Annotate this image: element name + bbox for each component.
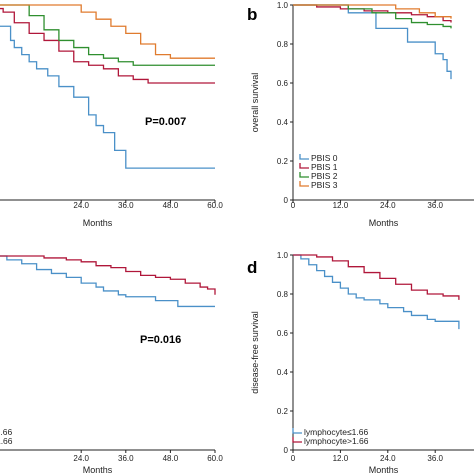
series-line--1-66 (0, 255, 216, 295)
y-axis-label: disease-free survival (250, 311, 260, 394)
x-axis-label: Months (83, 218, 113, 228)
legend-swatch (299, 163, 309, 169)
y-tick-label: 0.2 (277, 407, 289, 416)
series-line--1-66 (0, 255, 215, 308)
x-tick-label: 36.0 (118, 201, 134, 210)
y-axis-label: overall survival (250, 73, 260, 133)
x-tick-label: 24.0 (73, 454, 89, 463)
legend-swatch (292, 428, 302, 434)
y-tick-label: 0 (284, 196, 289, 205)
x-tick-label: 48.0 (163, 201, 179, 210)
p-value-label: P=0.007 (145, 116, 186, 128)
panel-c: 0.024.036.048.060.0MonthsP=0.016≤1.66>1.… (0, 255, 223, 474)
panel-letter: b (247, 5, 257, 24)
x-axis-label: Months (369, 465, 399, 474)
series-line-1 (0, 7, 215, 84)
legend-entry: ≤1.66 (0, 427, 12, 437)
x-tick-label: 12.0 (333, 201, 349, 210)
series-line-PBIS-2 (293, 4, 452, 29)
y-tick-label: 1.0 (277, 251, 289, 260)
x-tick-label: 0 (291, 454, 296, 463)
x-tick-label: 24.0 (380, 201, 396, 210)
legend-entry: PBIS 0 (311, 153, 338, 163)
p-value-label: P=0.016 (140, 334, 181, 346)
y-tick-label: 0.4 (277, 118, 289, 127)
x-tick-label: 0 (291, 201, 296, 210)
x-tick-label: 60.0 (207, 201, 223, 210)
y-tick-label: 0.4 (277, 368, 289, 377)
y-tick-label: 0 (284, 446, 289, 455)
legend-swatch (299, 154, 309, 160)
series-line-2 (0, 4, 215, 66)
x-tick-label: 36.0 (427, 201, 443, 210)
x-tick-label: 12.0 (333, 454, 349, 463)
legend-entry: PBIS 1 (311, 162, 338, 172)
series-line-PBIS-3 (293, 4, 452, 19)
series-line-PBIS-1 (293, 4, 452, 23)
x-tick-label: 48.0 (163, 454, 179, 463)
series-line-lymphocyte-1-66 (293, 254, 460, 330)
series-line-PBIS-0 (293, 4, 452, 80)
panel-b: 0 12.0 24.0 36.0 0 0.2 0.4 0.6 0.8 1.0 Months overa… (247, 1, 474, 228)
legend-entry: >1.66 (0, 436, 13, 446)
legend-swatch (292, 437, 302, 443)
x-tick-label: 24.0 (73, 201, 89, 210)
legend-swatch (299, 181, 309, 187)
legend-entry: PBIS 2 (311, 171, 338, 181)
y-tick-label: 0.6 (277, 79, 289, 88)
legend-swatch (299, 172, 309, 178)
x-axis-label: Months (83, 465, 113, 474)
x-tick-label: 24.0 (380, 454, 396, 463)
y-tick-label: 0.8 (277, 290, 289, 299)
y-tick-label: 0.6 (277, 329, 289, 338)
series-line-0 (0, 25, 215, 169)
panel-letter: d (247, 258, 257, 277)
series-line-lymphocyte-1-66 (293, 254, 460, 300)
x-tick-label: 36.0 (118, 454, 134, 463)
series-line-3 (0, 4, 215, 59)
x-axis-label: Months (369, 218, 399, 228)
y-tick-label: 1.0 (277, 1, 289, 10)
x-tick-label: 60.0 (207, 454, 223, 463)
legend-entry: lymphocyte≤1.66 (304, 427, 368, 437)
legend-entry: lymphocyte>1.66 (304, 436, 369, 446)
legend-entry: PBIS 3 (311, 180, 338, 190)
x-tick-label: 36.0 (427, 454, 443, 463)
y-tick-label: 0.2 (277, 157, 289, 166)
y-tick-label: 0.8 (277, 40, 289, 49)
panel-d: 0 12.0 24.0 36.0 0 0.2 0.4 0.6 0.8 1.0 Months disea… (247, 251, 474, 474)
